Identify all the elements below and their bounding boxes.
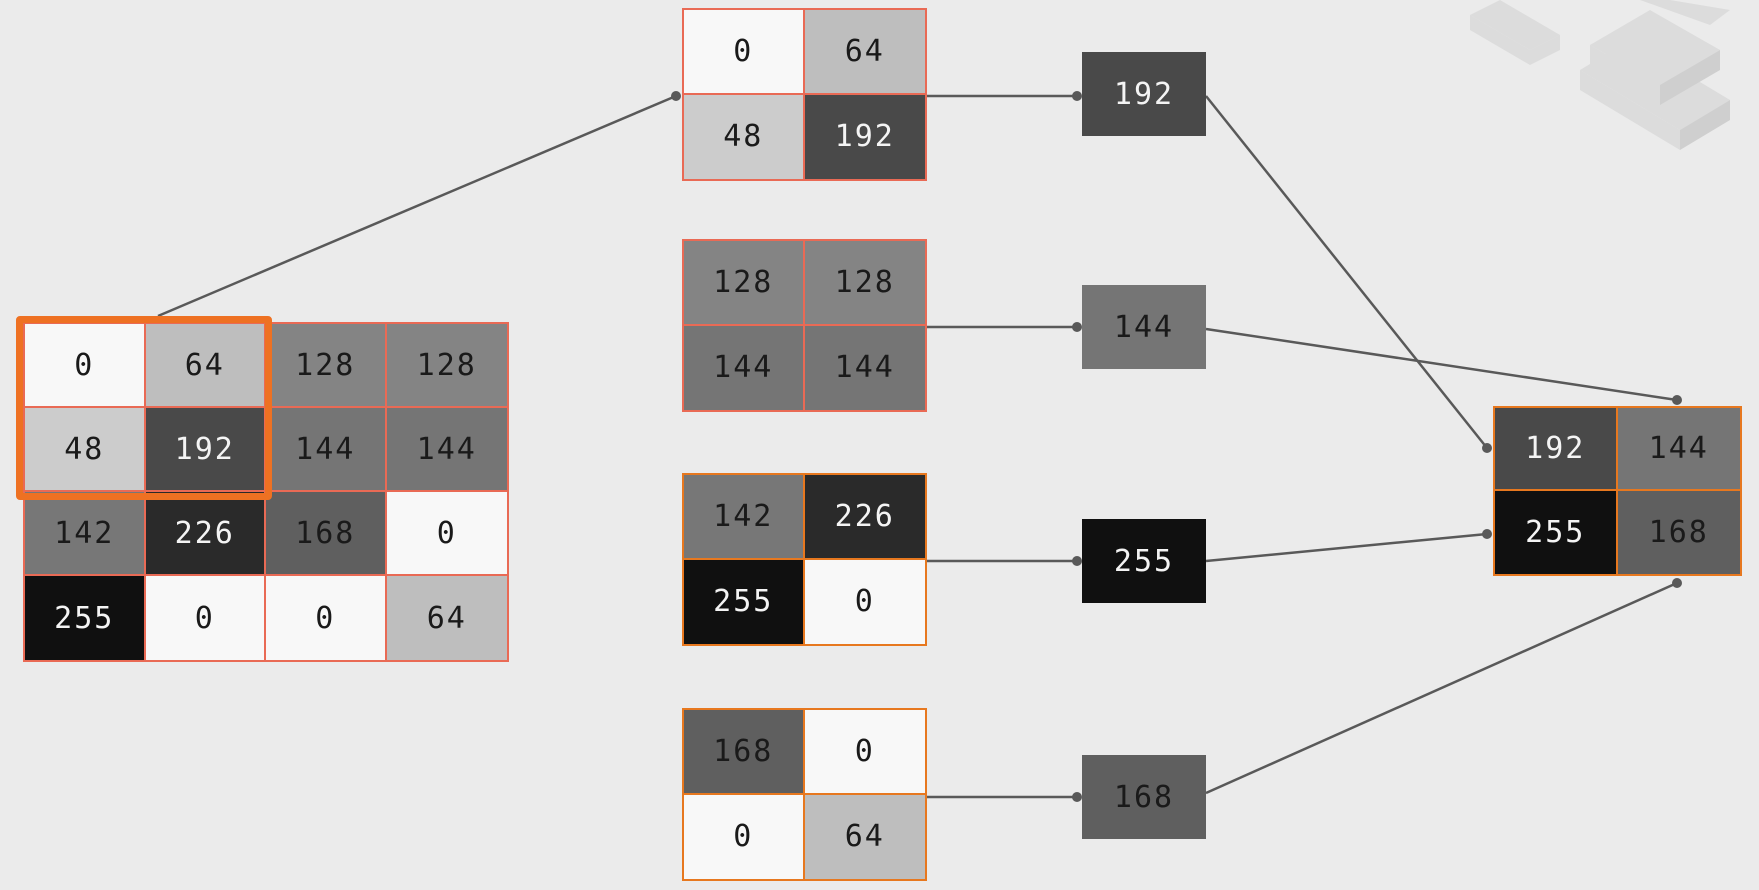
output-cell-r2c2: 168 — [1617, 491, 1740, 574]
input-cell-r2c4: 144 — [386, 408, 507, 492]
input-cell-r4c2: 0 — [145, 576, 266, 660]
input-cell-r4c3: 0 — [266, 576, 387, 660]
connector-dot — [1072, 322, 1082, 332]
input-cell-r1c1: 0 — [25, 324, 146, 408]
input-cell-r3c2: 226 — [145, 492, 266, 576]
patch-2-cell-r1c1: 128 — [684, 241, 805, 326]
patch-4-cell-r2c1: 0 — [684, 794, 805, 879]
connector-dot — [1072, 91, 1082, 101]
connector-dot — [1482, 529, 1492, 539]
connector-window-to-patch-1 — [157, 94, 677, 318]
patch-grid-4: 168 0 0 64 — [682, 708, 927, 881]
patch-3-cell-r1c2: 226 — [804, 475, 925, 560]
connector-dot — [1072, 556, 1082, 566]
patch-grid-1: 0 64 48 192 — [682, 8, 927, 181]
output-cell-r1c2: 144 — [1617, 408, 1740, 491]
patch-1-cell-r2c2: 192 — [804, 94, 925, 179]
patch-3-cell-r2c2: 0 — [804, 559, 925, 644]
connector-max-1-to-output — [1205, 95, 1488, 449]
patch-2-cell-r1c2: 128 — [804, 241, 925, 326]
output-cell-r2c1: 255 — [1495, 491, 1618, 574]
patch-grid-3: 142 226 255 0 — [682, 473, 927, 646]
patch-4-cell-r1c1: 168 — [684, 710, 805, 795]
connector-dot — [1672, 395, 1682, 405]
patch-3-cell-r1c1: 142 — [684, 475, 805, 560]
patch-2-cell-r2c1: 144 — [684, 325, 805, 410]
input-cell-r3c1: 142 — [25, 492, 146, 576]
connector-max-2-to-output — [1205, 327, 1678, 402]
input-cell-r3c3: 168 — [266, 492, 387, 576]
max-value-block-2: 144 — [1082, 285, 1206, 369]
connector-dot — [671, 91, 681, 101]
patch-grid-2: 128 128 144 144 — [682, 239, 927, 412]
patch-1-cell-r1c1: 0 — [684, 10, 805, 95]
patch-4-cell-r1c2: 0 — [804, 710, 925, 795]
connector-max-4-to-output — [1205, 581, 1678, 795]
connector-max-3-to-output — [1205, 532, 1488, 563]
input-cell-r4c4: 64 — [386, 576, 507, 660]
input-cell-r1c2: 64 — [145, 324, 266, 408]
max-value-block-1: 192 — [1082, 52, 1206, 136]
patch-3-cell-r2c1: 255 — [684, 559, 805, 644]
input-cell-r1c4: 128 — [386, 324, 507, 408]
input-cell-r3c4: 0 — [386, 492, 507, 576]
input-cell-r1c3: 128 — [266, 324, 387, 408]
input-cell-r2c2: 192 — [145, 408, 266, 492]
output-grid: 192 144 255 168 — [1493, 406, 1742, 576]
input-cell-r2c3: 144 — [266, 408, 387, 492]
connector-dot — [1672, 578, 1682, 588]
patch-4-cell-r2c2: 64 — [804, 794, 925, 879]
max-value-block-4: 168 — [1082, 755, 1206, 839]
patch-2-cell-r2c2: 144 — [804, 325, 925, 410]
max-value-block-3: 255 — [1082, 519, 1206, 603]
connector-dot — [1072, 792, 1082, 802]
input-cell-r4c1: 255 — [25, 576, 146, 660]
patch-1-cell-r2c1: 48 — [684, 94, 805, 179]
input-cell-r2c1: 48 — [25, 408, 146, 492]
decorative-cube-icon — [1470, 0, 1730, 150]
patch-1-cell-r1c2: 64 — [804, 10, 925, 95]
input-grid: 0 64 128 128 48 192 144 144 142 226 168 0 255 0 0 64 — [23, 322, 509, 662]
connector-dot — [1482, 443, 1492, 453]
output-cell-r1c1: 192 — [1495, 408, 1618, 491]
